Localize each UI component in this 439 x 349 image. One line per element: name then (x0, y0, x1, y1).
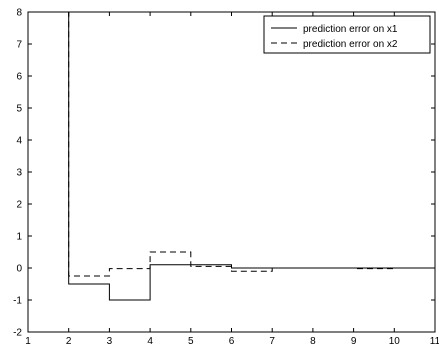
y-tick-label: 1 (16, 232, 22, 243)
x-tick-label: 7 (269, 336, 275, 347)
legend: prediction error on x1 prediction error … (263, 15, 431, 54)
legend-label-x1: prediction error on x1 (303, 24, 398, 35)
x-tick-label: 10 (389, 336, 401, 347)
x-tick-label: 8 (310, 336, 316, 347)
legend-box (263, 15, 431, 54)
x-tick-label: 4 (147, 336, 153, 347)
tick-layer: 1 2 3 4 5 6 7 8 9 10 11 -2 -1 0 1 2 3 4 5 6 7 8 (13, 8, 439, 348)
y-tick-label: 8 (16, 8, 22, 19)
y-tick-label: 7 (16, 40, 22, 51)
y-tick-label: 2 (16, 200, 22, 211)
y-tick-label: 6 (16, 72, 22, 83)
x-tick-label: 2 (66, 336, 72, 347)
series-layer (28, 12, 435, 301)
x-tick-label: 6 (229, 336, 235, 347)
y-tick-label: 3 (16, 168, 22, 179)
plot-background (28, 12, 435, 332)
y-tick-label: 0 (16, 264, 22, 275)
y-tick-label: 5 (16, 104, 22, 115)
y-tick-label: -1 (13, 296, 22, 307)
x-tick-label: 1 (25, 336, 31, 347)
series-line-2 (28, 12, 435, 277)
y-tick-label: 4 (16, 136, 22, 147)
x-tick-label: 3 (107, 336, 113, 347)
x-tick-label: 9 (351, 336, 357, 347)
y-tick-label: -2 (13, 328, 22, 339)
x-tick-label: 5 (188, 336, 194, 347)
x-tick-label: 11 (430, 336, 439, 347)
legend-label-x2: prediction error on x2 (303, 39, 398, 50)
